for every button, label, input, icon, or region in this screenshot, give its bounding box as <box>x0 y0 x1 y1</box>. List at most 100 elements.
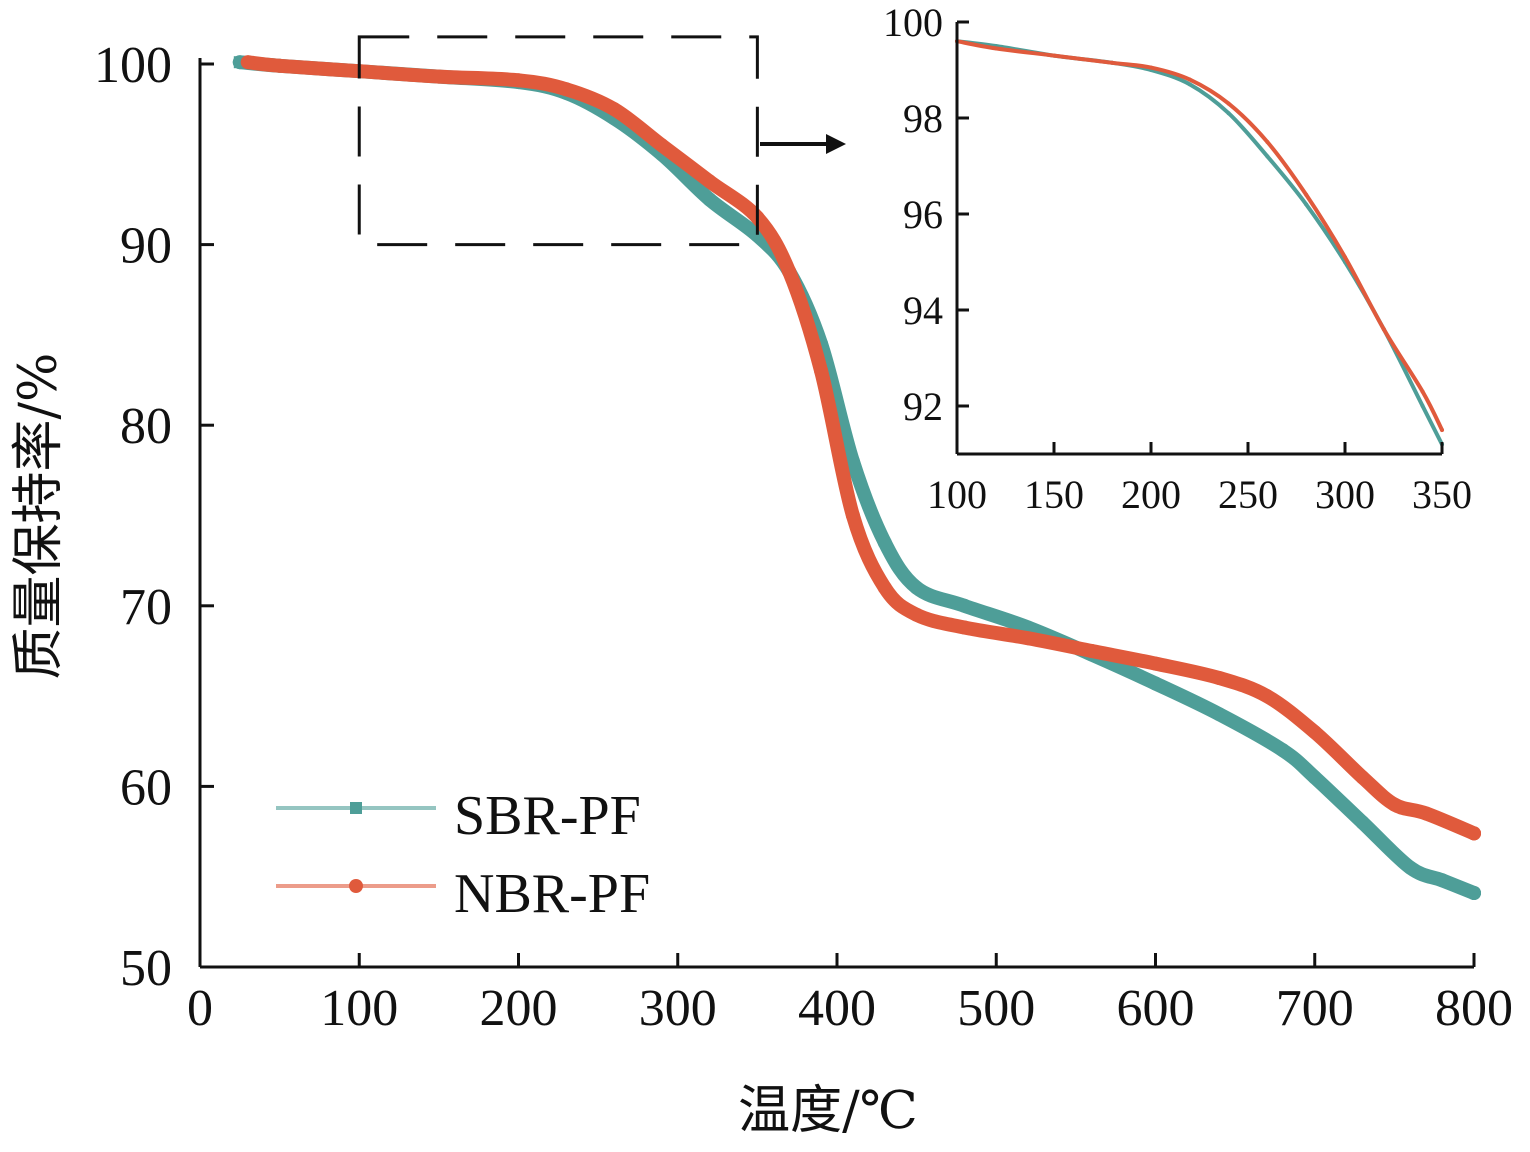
inset-data-point-nbr-pf <box>1110 60 1115 65</box>
y-tick-label: 60 <box>120 759 172 816</box>
y-tick-label: 70 <box>120 579 172 636</box>
inset-series-group <box>955 39 1444 447</box>
legend-marker-nbr-pf <box>349 879 363 893</box>
series-start-marker-sbr-pf <box>233 56 246 69</box>
data-point-sbr-pf <box>1307 770 1322 785</box>
data-point-nbr-pf <box>1307 725 1322 740</box>
inset-plot: 100 150 200 250 300 350 92 94 96 98 100 <box>883 0 1472 517</box>
data-point-nbr-pf <box>1084 644 1099 658</box>
inset-x-tick-label: 100 <box>927 472 987 517</box>
series-end-marker-sbr-pf <box>1467 886 1481 900</box>
x-tick-label: 700 <box>1276 980 1354 1037</box>
inset-series-line-sbr-pf <box>955 39 1444 447</box>
data-point-nbr-pf <box>1212 671 1227 685</box>
data-point-sbr-pf <box>1148 676 1163 691</box>
inset-x-tick-label: 350 <box>1412 472 1472 517</box>
data-point-nbr-pf <box>1021 631 1036 646</box>
series-end-marker-nbr-pf <box>1467 826 1481 841</box>
data-point-sbr-pf <box>1355 815 1370 830</box>
inset-data-point-sbr-pf <box>1265 154 1270 159</box>
data-point-sbr-pf <box>1212 707 1227 722</box>
inset-data-point-nbr-pf <box>1187 77 1192 82</box>
data-point-sbr-pf <box>877 535 892 550</box>
x-tick-label: 800 <box>1435 980 1513 1037</box>
inset-data-point-nbr-pf <box>1440 428 1444 432</box>
inset-y-tick-label: 92 <box>903 384 943 429</box>
inset-x-tick-label: 300 <box>1315 472 1375 517</box>
main-plot: 0 100 200 300 400 500 600 700 800 50 60 70 80 90 100 温… <box>9 35 1513 1141</box>
zoom-arrow <box>760 134 846 154</box>
y-tick-label: 100 <box>94 37 172 94</box>
data-point-sbr-pf <box>702 192 717 207</box>
inset-data-point-nbr-pf <box>1343 255 1347 260</box>
x-tick-label: 300 <box>639 980 717 1037</box>
inset-data-point-sbr-pf <box>1187 82 1192 87</box>
data-point-nbr-pf <box>607 102 621 117</box>
y-axis-title: 质量保持率/% <box>9 353 69 680</box>
data-point-nbr-pf <box>272 58 287 73</box>
series-line-sbr-pf <box>232 55 1481 900</box>
inset-data-point-nbr-pf <box>993 46 998 51</box>
inset-y-tick-label: 96 <box>903 192 943 237</box>
x-axis-title: 温度/℃ <box>738 1081 918 1141</box>
data-point-sbr-pf <box>845 454 860 469</box>
data-point-sbr-pf <box>1403 860 1418 875</box>
inset-data-point-nbr-pf <box>1265 140 1270 144</box>
inset-x-tick-label: 200 <box>1121 472 1181 517</box>
inset-data-point-nbr-pf <box>1052 53 1056 58</box>
data-point-nbr-pf <box>654 138 669 153</box>
data-point-nbr-pf <box>511 73 526 88</box>
main-axes: 0 100 200 300 400 500 600 700 800 50 60 70 80 90 100 <box>94 37 1513 1037</box>
legend-label-nbr-pf: NBR-PF <box>454 863 650 925</box>
inset-y-tick-label: 98 <box>903 96 943 141</box>
data-point-nbr-pf <box>1419 806 1434 821</box>
data-point-nbr-pf <box>1148 656 1163 671</box>
series-line-nbr-pf <box>240 55 1481 841</box>
x-tick-label: 0 <box>187 980 213 1037</box>
data-point-sbr-pf <box>1435 873 1450 888</box>
inset-y-tick-label: 100 <box>883 0 943 45</box>
data-point-nbr-pf <box>1260 689 1274 704</box>
inset-data-point-nbr-pf <box>1381 327 1386 332</box>
data-point-nbr-pf <box>782 264 797 279</box>
main-series-group <box>232 55 1481 900</box>
x-tick-label: 100 <box>320 980 398 1037</box>
legend: SBR-PF NBR-PF <box>276 785 650 925</box>
inset-x-tick-label: 250 <box>1218 472 1278 517</box>
inset-data-point-sbr-pf <box>1420 404 1425 408</box>
inset-data-point-nbr-pf <box>1420 389 1425 394</box>
inset-data-point-nbr-pf <box>1149 65 1153 70</box>
legend-label-sbr-pf: SBR-PF <box>454 785 641 847</box>
inset-data-point-sbr-pf <box>1304 202 1309 207</box>
data-point-nbr-pf <box>559 82 574 97</box>
data-point-nbr-pf <box>1355 770 1370 785</box>
x-tick-label: 500 <box>957 980 1035 1037</box>
inset-axes: 100 150 200 250 300 350 92 94 96 98 100 <box>883 0 1472 517</box>
legend-marker-sbr-pf <box>350 802 362 814</box>
inset-series-line-nbr-pf <box>955 39 1444 432</box>
x-tick-label: 600 <box>1117 980 1195 1037</box>
data-point-sbr-pf <box>957 598 972 613</box>
highlight-box <box>357 35 759 247</box>
inset-data-point-nbr-pf <box>1226 101 1231 106</box>
data-point-nbr-pf <box>845 508 860 523</box>
data-point-nbr-pf <box>814 364 829 378</box>
data-point-sbr-pf <box>909 580 924 595</box>
inset-x-tick-label: 150 <box>1024 472 1084 517</box>
inset-data-point-sbr-pf <box>1226 111 1231 116</box>
data-point-nbr-pf <box>240 55 255 70</box>
y-tick-label: 80 <box>120 398 172 455</box>
data-point-nbr-pf <box>909 607 924 622</box>
data-point-nbr-pf <box>957 620 972 635</box>
x-tick-label: 400 <box>798 980 876 1037</box>
data-point-sbr-pf <box>1275 743 1290 758</box>
y-tick-label: 90 <box>120 218 172 275</box>
inset-data-point-nbr-pf <box>1304 192 1309 197</box>
y-tick-label: 50 <box>120 940 172 997</box>
x-tick-label: 200 <box>480 980 558 1037</box>
data-point-nbr-pf <box>1387 797 1402 812</box>
data-point-nbr-pf <box>877 580 892 595</box>
legend-item-nbr-pf: NBR-PF <box>276 863 650 925</box>
inset-y-tick-label: 94 <box>903 288 943 333</box>
